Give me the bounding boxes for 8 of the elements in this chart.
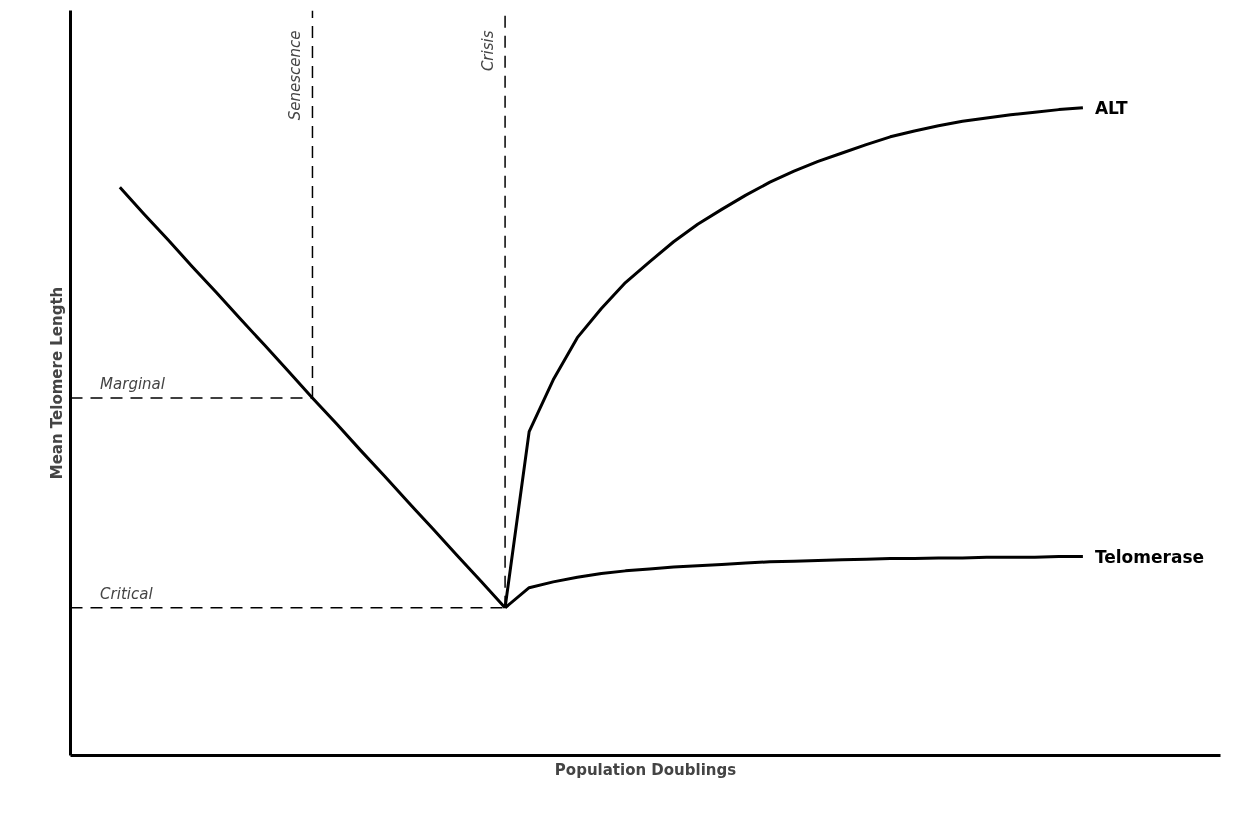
text: Crisis xyxy=(479,30,498,72)
ref-line-label: Marginal xyxy=(100,374,166,393)
series-label: ALT xyxy=(1094,97,1129,118)
x-axis-title: Population Doublings xyxy=(554,760,737,779)
ref-line-label: Critical xyxy=(100,584,154,603)
series-label: Telomerase xyxy=(1094,546,1205,567)
y-axis-title: Mean Telomere Length xyxy=(47,286,66,480)
text: Senescence xyxy=(286,30,305,121)
